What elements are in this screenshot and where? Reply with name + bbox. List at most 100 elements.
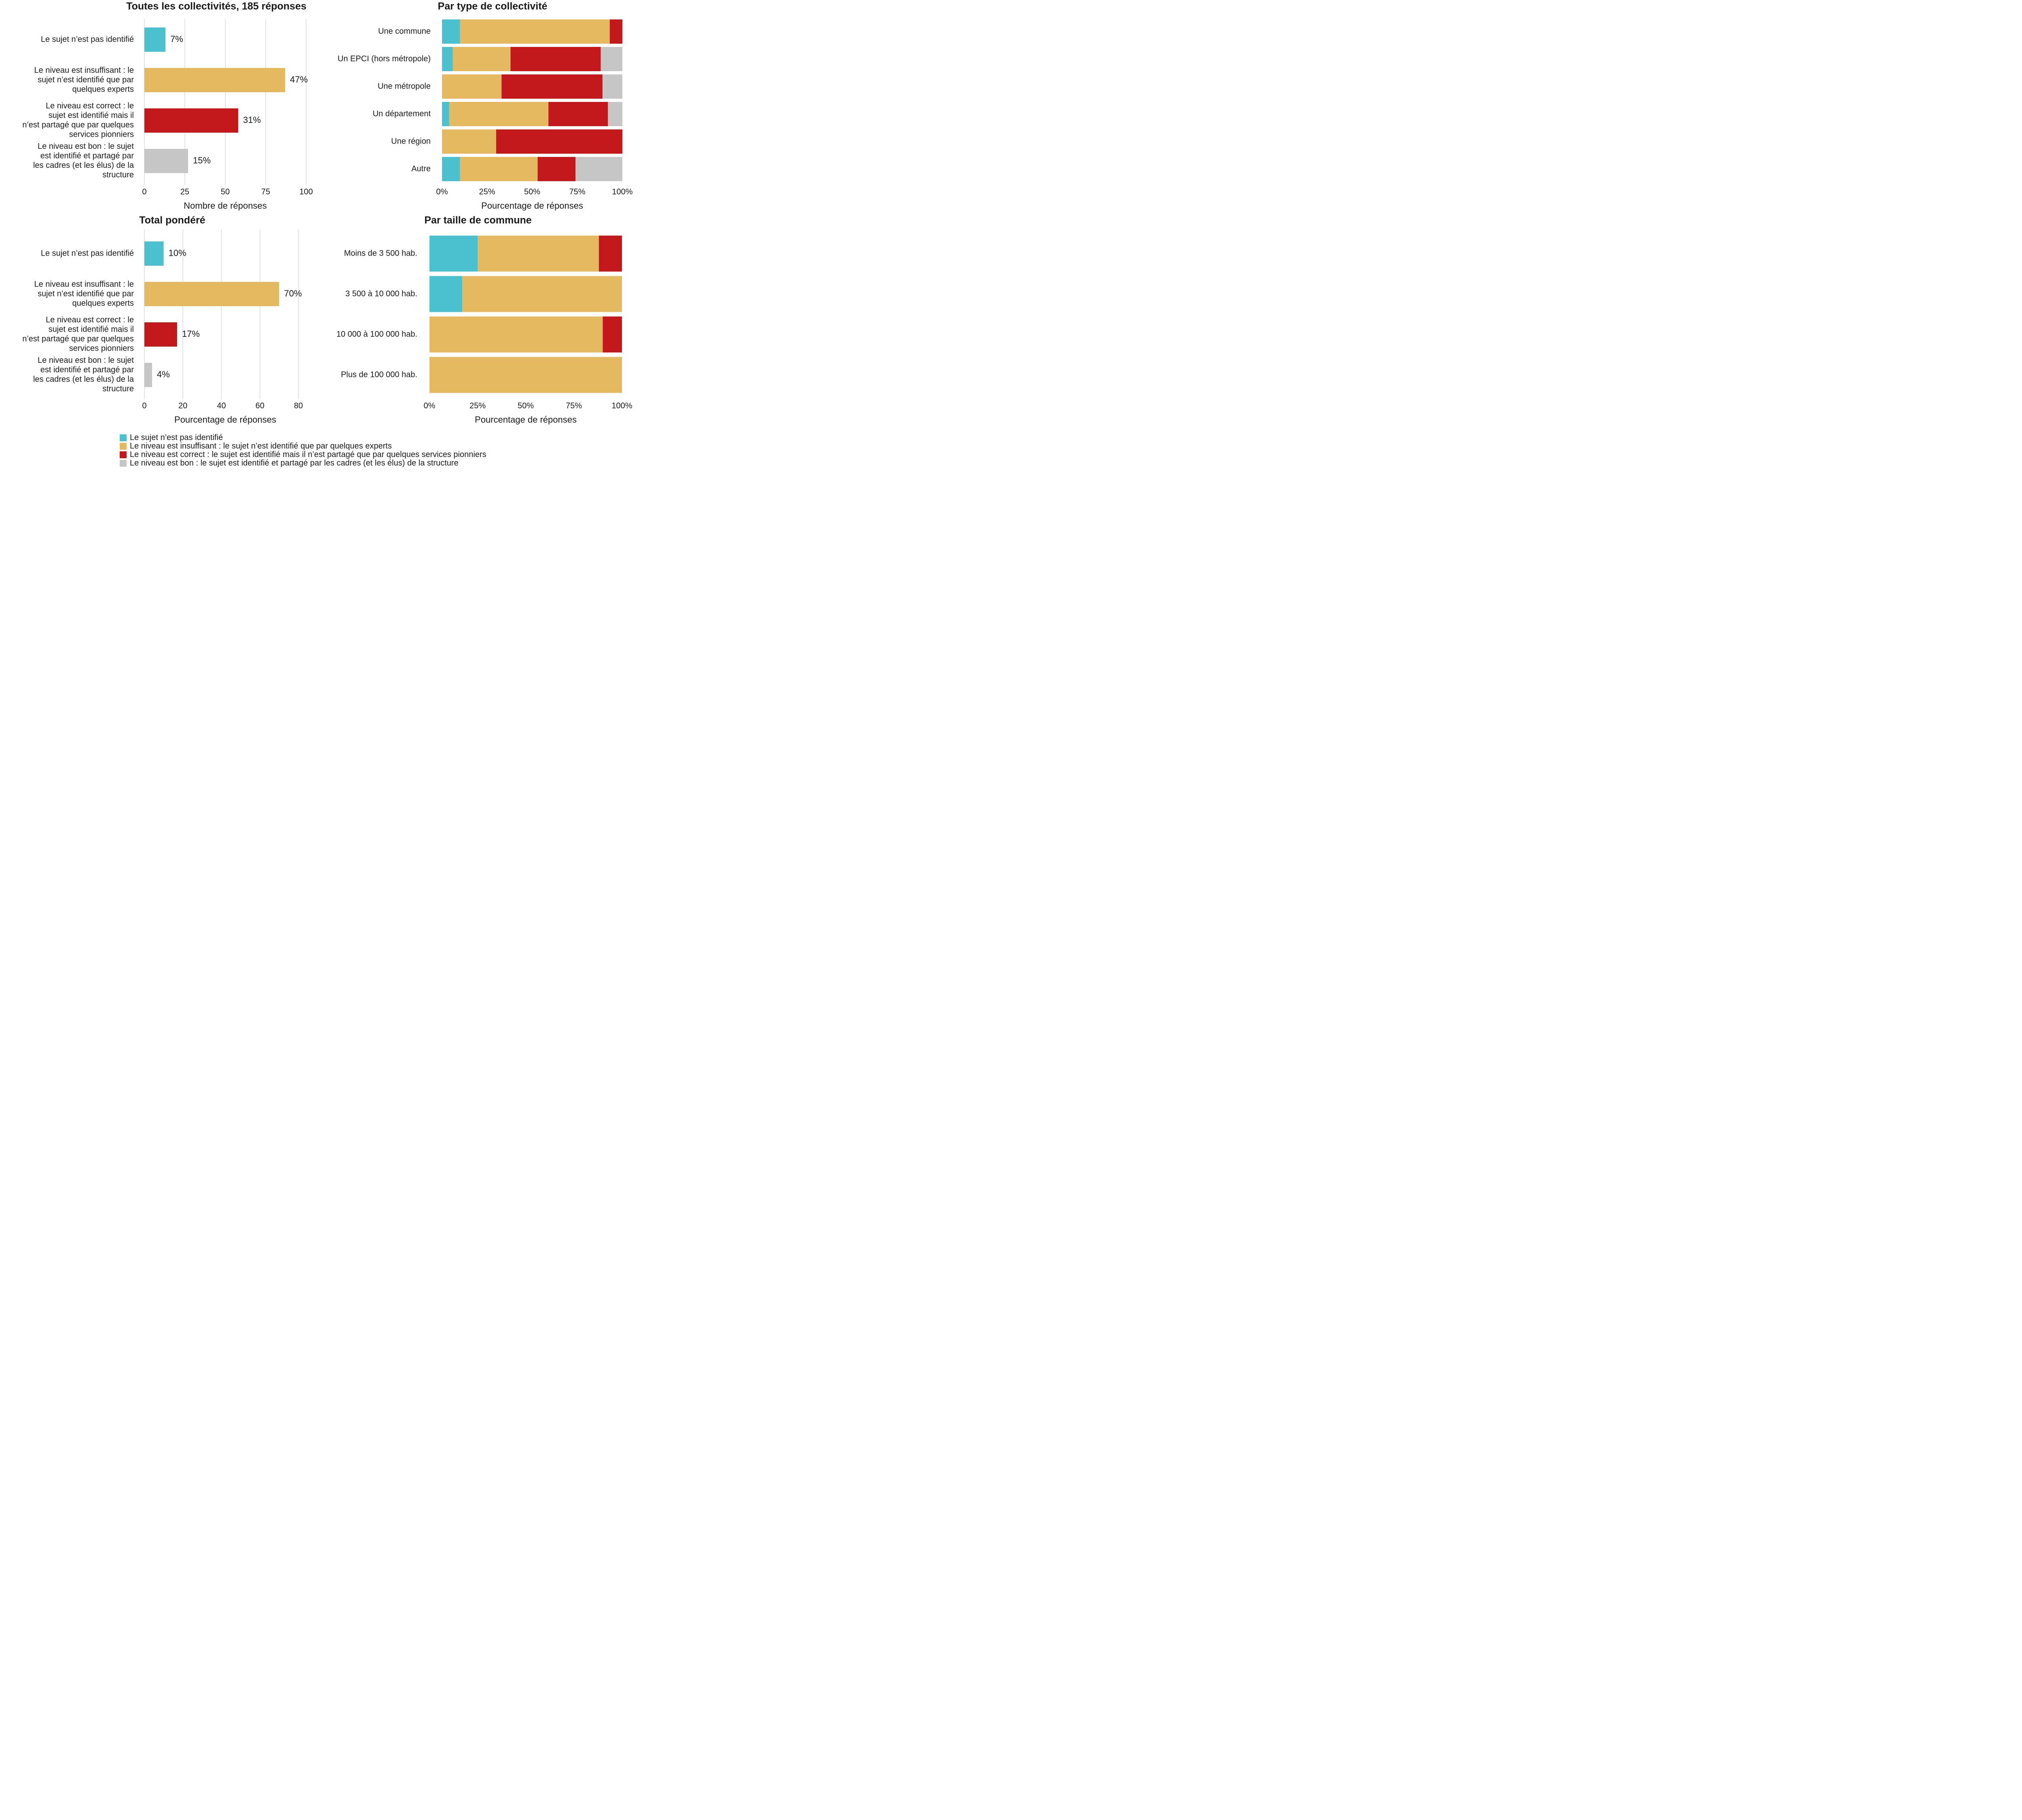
- x-tick-label: 20: [178, 401, 187, 410]
- x-axis-label: Pourcentage de réponses: [475, 415, 577, 425]
- bar-segment: [548, 102, 608, 126]
- x-tick-label: 75%: [569, 187, 585, 196]
- category-label: quelques experts: [72, 299, 134, 308]
- category-label: n’est partagé que par quelques: [22, 334, 134, 343]
- category-label: Une région: [391, 137, 431, 146]
- bar-segment: [442, 157, 460, 181]
- legend: Le sujet n’est pas identifié Le niveau e…: [120, 434, 486, 468]
- category-label: sujet n’est identifié que par: [38, 75, 134, 84]
- category-label: n’est partagé que par quelques: [22, 121, 134, 129]
- bar-segment: [602, 74, 622, 99]
- chart-title: Total pondéré: [139, 215, 205, 226]
- chart-title: Par taille de commune: [424, 215, 531, 226]
- figure: Toutes les collectivités, 185 réponses 0 2…: [22, 1, 633, 425]
- legend-swatch: [120, 460, 127, 467]
- data-label: 15%: [193, 155, 211, 165]
- x-tick-label: 25%: [470, 401, 486, 410]
- category-label: les cadres (et les élus) de la: [33, 161, 134, 170]
- bar: [144, 68, 285, 92]
- category-label: quelques experts: [72, 85, 134, 94]
- data-label: 7%: [170, 34, 183, 44]
- bar-segment: [609, 19, 622, 44]
- bar: [144, 149, 188, 173]
- category-label: Un département: [373, 109, 431, 118]
- data-label: 17%: [182, 329, 200, 339]
- x-tick-label: 40: [217, 401, 226, 410]
- bar-segment: [429, 316, 603, 353]
- category-label: Un EPCI (hors métropole): [338, 54, 431, 63]
- x-tick-label: 0%: [436, 187, 448, 196]
- bar-segment: [429, 235, 478, 272]
- x-tick-label: 0: [142, 401, 146, 410]
- data-label: 47%: [290, 74, 308, 85]
- bar-segment: [501, 74, 603, 99]
- bar-segment: [603, 316, 622, 353]
- bar: [144, 322, 177, 347]
- x-axis-label: Pourcentage de réponses: [481, 201, 583, 211]
- bar-segment: [449, 102, 549, 126]
- x-tick-label: 100: [299, 187, 313, 196]
- bar-segment: [429, 276, 462, 312]
- x-tick-label: 50: [221, 187, 230, 196]
- category-label: les cadres (et les élus) de la: [33, 375, 134, 384]
- data-label: 10%: [169, 248, 186, 258]
- category-label: sujet est identifié mais il: [49, 111, 134, 120]
- bar-segment: [496, 129, 622, 154]
- bar-segment: [575, 157, 622, 181]
- category-label: Une commune: [378, 27, 431, 36]
- legend-swatch: [120, 451, 127, 458]
- x-tick-label: 25%: [479, 187, 495, 196]
- x-axis-label: Pourcentage de réponses: [174, 415, 276, 425]
- x-tick-label: 50%: [518, 401, 534, 410]
- x-tick-label: 0: [142, 187, 146, 196]
- category-label: structure: [102, 385, 134, 394]
- bar: [144, 282, 279, 306]
- x-tick-label: 100%: [612, 187, 632, 196]
- chart-title: Par type de collectivité: [438, 1, 548, 12]
- bar-segment: [442, 129, 496, 154]
- bar-segment: [510, 47, 601, 71]
- x-tick-label: 100%: [611, 401, 632, 410]
- x-tick-label: 75%: [566, 401, 582, 410]
- category-label: Le niveau est insuffisant : le: [34, 280, 134, 289]
- bar-segment: [462, 276, 622, 312]
- bar: [144, 108, 238, 133]
- x-tick-label: 80: [294, 401, 303, 410]
- category-label: Le niveau est bon : le sujet: [38, 356, 134, 365]
- bar-segment: [442, 47, 453, 71]
- legend-label: Le niveau est insuffisant : le sujet n’e…: [130, 442, 392, 451]
- data-label: 31%: [243, 115, 261, 125]
- category-label: sujet n’est identifié que par: [38, 289, 134, 298]
- category-label: Moins de 3 500 hab.: [344, 249, 417, 258]
- category-label: Le niveau est correct : le: [46, 102, 134, 110]
- bar-segment: [460, 19, 610, 44]
- category-label: Le sujet n’est pas identifié: [41, 249, 134, 258]
- bar-segment: [460, 157, 538, 181]
- category-label: est identifié et partagé par: [40, 152, 134, 161]
- bar-segment: [599, 235, 622, 272]
- category-label: 3 500 à 10 000 hab.: [345, 289, 417, 298]
- category-label: services pionniers: [69, 130, 134, 139]
- legend-label: Le niveau est bon : le sujet est identif…: [130, 459, 459, 468]
- legend-item-bon: Le niveau est bon : le sujet est identif…: [120, 459, 486, 468]
- legend-swatch: [120, 443, 127, 450]
- category-label: structure: [102, 171, 134, 180]
- category-label: Le sujet n’est pas identifié: [41, 35, 134, 44]
- category-label: Une métropole: [378, 82, 431, 91]
- bar-segment: [442, 19, 460, 44]
- bar: [144, 241, 164, 266]
- bar-segment: [601, 47, 622, 71]
- legend-item-insuffisant: Le niveau est insuffisant : le sujet n’e…: [120, 442, 486, 451]
- bar-segment: [537, 157, 576, 181]
- bar-segment: [442, 102, 449, 126]
- legend-item-correct: Le niveau est correct : le sujet est ide…: [120, 451, 486, 459]
- x-axis-label: Nombre de réponses: [184, 201, 266, 211]
- x-tick-label: 75: [261, 187, 270, 196]
- bar-segment: [442, 74, 502, 99]
- legend-item-pas-identifie: Le sujet n’est pas identifié: [120, 434, 486, 442]
- bar-segment: [608, 102, 622, 126]
- category-label: 10 000 à 100 000 hab.: [336, 330, 417, 339]
- category-label: Autre: [411, 164, 431, 173]
- legend-swatch: [120, 434, 127, 441]
- data-label: 4%: [157, 369, 170, 379]
